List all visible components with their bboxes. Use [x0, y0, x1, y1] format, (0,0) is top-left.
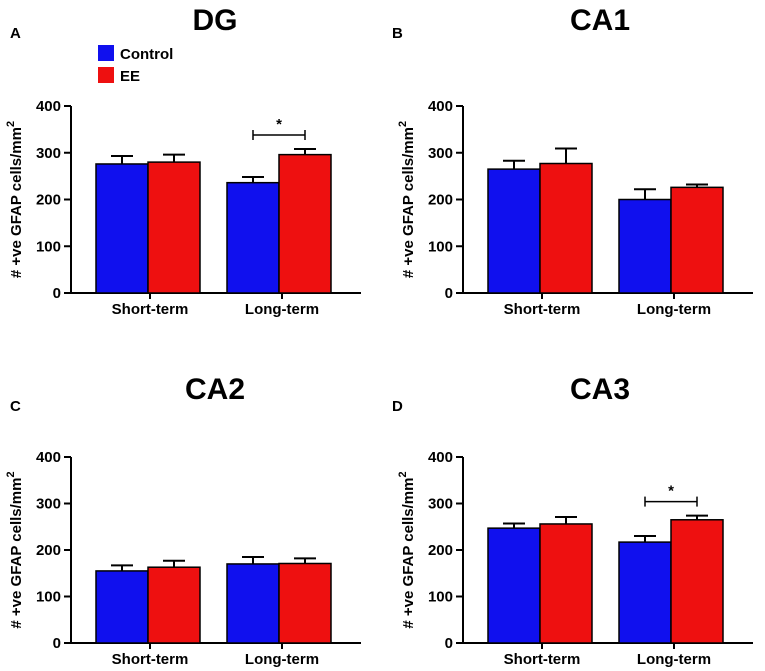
- panel-b-bar-control-short-term: [487, 168, 541, 294]
- panel-d-ylabel: # +ve GFAP cells/mm2: [397, 471, 417, 628]
- panel-d-ytick-label: 300: [428, 496, 453, 513]
- panel-b-title: CA1: [570, 4, 630, 37]
- panel-d-bar-control-long-term: [618, 541, 672, 644]
- panel-a-letter: A: [10, 25, 21, 42]
- panel-d-xtick-label: Long-term: [637, 651, 711, 668]
- panel-a-ytick-label: 100: [36, 238, 61, 255]
- panel-a-bar-ee-short-term: [147, 161, 201, 294]
- panel-c-ytick-label: 400: [36, 449, 61, 466]
- panel-d-xtick-label: Short-term: [504, 651, 581, 668]
- panel-a-bar-control-short-term: [95, 163, 149, 294]
- panel-c-bar-ee-short-term: [147, 566, 201, 644]
- panel-b-bar-control-long-term: [618, 198, 672, 294]
- panel-c-ytick-label: 100: [36, 589, 61, 606]
- panel-c-ylabel: # +ve GFAP cells/mm2: [5, 471, 25, 628]
- panel-b-bar-ee-short-term: [539, 162, 593, 294]
- panel-d-letter: D: [392, 398, 403, 415]
- panel-a-ytick-label: 300: [36, 145, 61, 162]
- panel-b: B CA1 # +ve GFAP cells/mm2 0 100 200 300 400 Sho…: [392, 4, 753, 318]
- panel-a-ylabel: # +ve GFAP cells/mm2: [5, 121, 25, 278]
- panel-d-sig-asterisk: *: [668, 483, 674, 500]
- panel-c-ytick-label: 0: [53, 635, 61, 652]
- panel-d-bar-ee-long-term: [670, 519, 724, 644]
- panel-b-xtick-label: Long-term: [637, 301, 711, 318]
- panel-d-ytick-label: 100: [428, 589, 453, 606]
- panel-d-ytick-label: 0: [445, 635, 453, 652]
- panel-a-title: DG: [193, 4, 238, 37]
- panel-d: D CA3 # +ve GFAP cells/mm2 0 100 200 300 400 Sho…: [392, 373, 753, 668]
- panel-b-letter: B: [392, 25, 403, 42]
- panel-d-bar-ee-short-term: [539, 523, 593, 644]
- panel-b-ytick-label: 0: [445, 285, 453, 302]
- panel-d-bar-control-short-term: [487, 527, 541, 644]
- panel-c-xtick-label: Short-term: [112, 651, 189, 668]
- panel-c-letter: C: [10, 398, 21, 415]
- panel-a-xtick-label: Short-term: [112, 301, 189, 318]
- panel-a-ytick-label: 400: [36, 98, 61, 115]
- panel-c: C CA2 # +ve GFAP cells/mm2 0 100 200 300 400 Sho…: [5, 373, 361, 668]
- panel-b-ytick-label: 200: [428, 192, 453, 209]
- panel-c-bar-ee-long-term: [278, 562, 332, 644]
- panel-b-xtick-label: Short-term: [504, 301, 581, 318]
- panel-b-ylabel: # +ve GFAP cells/mm2: [397, 121, 417, 278]
- panel-c-title: CA2: [185, 373, 245, 406]
- panel-a-bar-control-long-term: [226, 181, 280, 294]
- legend-swatch-ee: [98, 67, 114, 83]
- panel-c-xtick-label: Long-term: [245, 651, 319, 668]
- legend-label-ee: EE: [120, 68, 140, 85]
- panel-c-ytick-label: 200: [36, 542, 61, 559]
- panel-a-bar-ee-long-term: [278, 153, 332, 294]
- panel-d-title: CA3: [570, 373, 630, 406]
- legend: Control EE: [98, 45, 173, 85]
- panel-d-ytick-label: 200: [428, 542, 453, 559]
- panel-a-xtick-label: Long-term: [245, 301, 319, 318]
- legend-swatch-control: [98, 45, 114, 61]
- panel-b-ytick-label: 100: [428, 238, 453, 255]
- panel-a-ytick-label: 200: [36, 192, 61, 209]
- panel-a-sig-asterisk: *: [276, 116, 282, 133]
- panel-b-bar-ee-long-term: [670, 186, 724, 294]
- panel-a-ytick-label: 0: [53, 285, 61, 302]
- panel-c-ytick-label: 300: [36, 496, 61, 513]
- panel-c-bar-control-short-term: [95, 570, 149, 644]
- panel-a: A DG # +ve GFAP cells/mm2 0 100 200 300 400 Shor…: [5, 4, 361, 318]
- panel-c-bar-control-long-term: [226, 563, 280, 644]
- legend-label-control: Control: [120, 46, 173, 63]
- panel-b-ytick-label: 400: [428, 98, 453, 115]
- panel-b-ytick-label: 300: [428, 145, 453, 162]
- panel-d-ytick-label: 400: [428, 449, 453, 466]
